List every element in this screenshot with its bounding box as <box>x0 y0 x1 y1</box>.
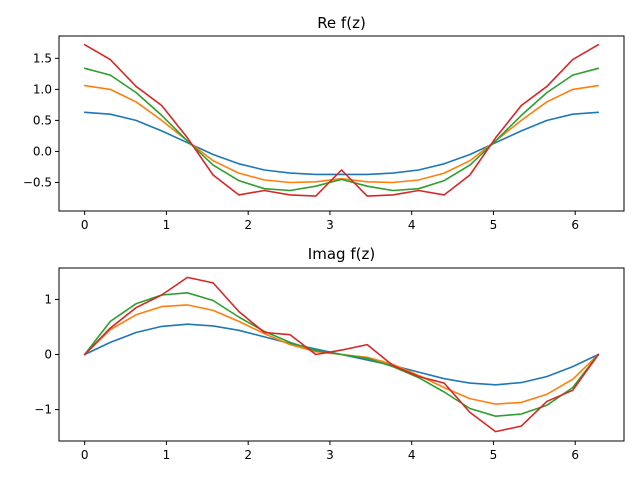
imag-title: Imag f(z) <box>308 245 375 263</box>
imag-x-tick-label: 4 <box>408 448 416 462</box>
re-series-3-line <box>83 67 600 192</box>
imag-x-tick-label: 3 <box>326 448 334 462</box>
re-axes-frame <box>58 35 625 212</box>
re-x-tick-label: 6 <box>571 218 579 232</box>
imag-x-tick-label: 1 <box>163 448 171 462</box>
imag-x-tick-label: 6 <box>571 448 579 462</box>
re-x-tick-label: 0 <box>81 218 89 232</box>
re-x-tick-label: 1 <box>163 218 171 232</box>
imag-y-tick-label: −1 <box>34 403 52 417</box>
imag-series-3-line <box>83 291 600 418</box>
imag-x-tick-label: 0 <box>81 448 89 462</box>
imag-x-tick-label: 2 <box>244 448 252 462</box>
re-y-tick-label: 1.0 <box>33 82 52 96</box>
re-y-tick-label: 0.0 <box>33 144 52 158</box>
imag-y-tick-label: 1 <box>44 292 52 306</box>
re-series-2-line <box>83 84 600 184</box>
imag-series-4-line <box>83 276 600 433</box>
re-x-tick-label: 4 <box>408 218 416 232</box>
re-y-tick-label: 1.5 <box>33 51 52 65</box>
re-title: Re f(z) <box>317 14 366 32</box>
re-x-tick-label: 5 <box>490 218 498 232</box>
imag-panel: Imag f(z) 0 1 2 3 4 5 6 −1 0 1 <box>34 245 625 462</box>
re-series-1-line <box>83 111 600 176</box>
re-x-tick-label: 3 <box>326 218 334 232</box>
re-x-tick-label: 2 <box>244 218 252 232</box>
re-y-tick-label: −0.5 <box>23 175 52 189</box>
re-y-tick-label: 0.5 <box>33 113 52 127</box>
re-panel: Re f(z) 0 1 2 3 4 5 6 −0.5 0.0 0.5 1.0 1.5 <box>23 14 625 232</box>
imag-y-tick-label: 0 <box>44 348 52 362</box>
re-series-4-line <box>83 43 600 197</box>
imag-x-tick-label: 5 <box>490 448 498 462</box>
